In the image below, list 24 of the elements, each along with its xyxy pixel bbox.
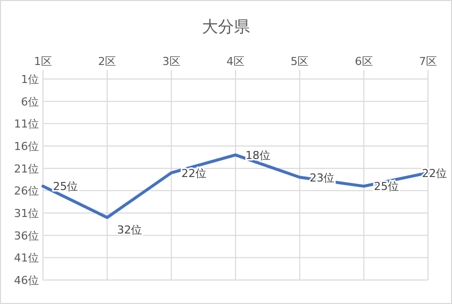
x-tick-label: 7区: [419, 55, 437, 68]
data-label: 32位: [117, 223, 142, 236]
x-tick-label: 1区: [34, 55, 52, 68]
y-tick-label: 31位: [14, 207, 39, 220]
data-label: 25位: [53, 180, 78, 194]
x-tick-label: 3区: [162, 55, 180, 68]
data-label: 22位: [181, 166, 206, 180]
x-tick-label: 4区: [226, 55, 244, 68]
y-tick-label: 6位: [21, 95, 39, 108]
y-tick-label: 1位: [21, 73, 39, 86]
y-tick-label: 26位: [14, 184, 39, 198]
data-label: 25位: [374, 180, 399, 194]
y-tick-label: 46位: [14, 274, 39, 287]
y-tick-label: 16位: [14, 140, 39, 153]
x-tick-label: 2区: [98, 55, 116, 68]
y-tick-label: 21位: [14, 162, 39, 176]
data-label: 22位: [422, 166, 447, 180]
data-label: 18位: [246, 148, 270, 162]
y-tick-label: 36位: [14, 229, 39, 242]
chart-title: 大分県: [202, 17, 250, 36]
y-tick-label: 41位: [14, 252, 39, 265]
y-tick-label: 11位: [14, 118, 39, 131]
x-tick-label: 5区: [290, 55, 309, 68]
x-tick-label: 6区: [354, 55, 373, 68]
